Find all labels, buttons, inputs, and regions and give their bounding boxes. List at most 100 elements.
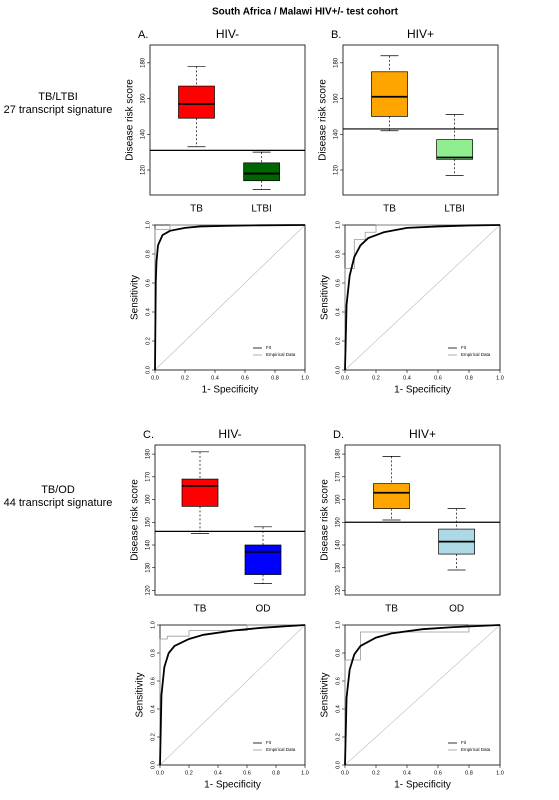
x-tick-label: 0.6 [243,770,251,776]
panel-title: HIV+ [409,427,436,441]
y-tick-label: 0.0 [145,366,151,374]
x-tick-label: 0.8 [465,375,473,381]
x-tick-label: TB [385,604,398,615]
y-axis-label: Sensitivity [135,672,146,717]
x-tick-label: 0.2 [181,375,189,381]
y-tick-label: 170 [146,471,152,482]
y-axis-label: Disease risk score [320,479,331,561]
roc-line [159,624,306,766]
legend-label: Fit [266,345,272,350]
y-tick-label: 0.0 [335,761,341,769]
y-tick-label: 180 [336,448,342,459]
x-tick-label: 0.2 [372,375,380,381]
y-tick-label: 0.2 [145,337,151,345]
y-tick-label: 150 [146,517,152,528]
y-axis-label: Disease risk score [318,79,329,161]
box [178,85,215,119]
y-tick-label: 0.6 [150,677,156,685]
y-tick-label: 0.6 [335,677,341,685]
y-tick-label: 1.0 [335,621,341,629]
box [244,544,282,575]
x-axis-label: 1- Specificity [394,780,451,791]
panel-label: A. [138,29,148,41]
x-tick-label: LTBI [444,204,464,215]
panel-title: HIV- [216,27,239,41]
x-tick-label: OD [256,604,271,615]
y-tick-label: 1.0 [145,221,151,229]
y-tick-label: 0.8 [335,250,341,258]
y-tick-label: 0.8 [150,649,156,657]
x-tick-label: TB [194,604,207,615]
panel-title: HIV+ [407,27,434,41]
y-tick-label: 140 [141,129,147,140]
x-tick-label: 0.0 [151,375,159,381]
box [436,139,473,160]
y-tick-label: 0.4 [335,705,341,713]
y-axis-label: Sensitivity [130,275,141,320]
x-tick-label: 0.4 [403,770,411,776]
y-tick-label: 160 [336,494,342,505]
y-tick-label: 130 [146,562,152,573]
y-tick-label: 0.0 [150,761,156,769]
box [181,478,219,507]
y-tick-label: 140 [336,539,342,550]
x-tick-label: 0.0 [156,770,164,776]
plot-frame [344,444,501,596]
x-tick-label: 1.0 [496,770,504,776]
panel-label: B. [331,29,341,41]
roc-line [159,624,305,765]
x-tick-label: 0.8 [465,770,473,776]
plot-frame [154,444,306,596]
y-tick-label: 1.0 [150,621,156,629]
x-tick-label: 0.8 [272,770,280,776]
x-axis-label: 1- Specificity [394,385,451,396]
x-tick-label: TB [190,204,203,215]
diagonal [344,624,501,766]
x-tick-label: OD [449,604,464,615]
x-tick-label: 0.4 [403,375,411,381]
x-tick-label: 0.6 [434,375,442,381]
y-tick-label: 140 [146,539,152,550]
y-tick-label: 170 [336,471,342,482]
plot-frame [342,44,499,196]
row-label: 44 transcript signature [4,497,113,509]
x-tick-label: 0.6 [241,375,249,381]
x-tick-label: 0.2 [372,770,380,776]
x-tick-label: 0.8 [271,375,279,381]
legend-label: Empirical Data [461,352,491,357]
legend-label: Empirical Data [266,352,296,357]
y-tick-label: 0.4 [145,308,151,316]
y-tick-label: 120 [336,585,342,596]
y-tick-label: 120 [146,585,152,596]
roc-line [344,224,500,370]
y-tick-label: 0.2 [150,733,156,741]
panel-label: C. [143,429,154,441]
figure-title: South Africa / Malawi HIV+/- test cohort [212,7,399,18]
diagonal [344,224,501,371]
y-tick-label: 160 [146,494,152,505]
y-tick-label: 1.0 [335,221,341,229]
panel-label: D. [333,429,344,441]
x-tick-label: 0.0 [341,770,349,776]
x-tick-label: 0.6 [434,770,442,776]
y-tick-label: 160 [141,93,147,104]
x-tick-label: 0.4 [214,770,222,776]
y-tick-label: 0.8 [335,649,341,657]
roc-line [154,224,306,371]
y-tick-label: 0.6 [145,279,151,287]
x-axis-label: 1- Specificity [204,780,261,791]
y-axis-label: Disease risk score [130,479,141,561]
roc-line [344,224,501,371]
x-tick-label: 0.2 [185,770,193,776]
y-tick-label: 120 [334,164,340,175]
y-tick-label: 180 [141,57,147,68]
legend-label: Fit [461,740,467,745]
y-tick-label: 130 [336,562,342,573]
y-tick-label: 0.8 [145,250,151,258]
x-tick-label: TB [383,204,396,215]
x-axis-label: 1- Specificity [202,385,259,396]
row-label: 27 transcript signature [4,104,113,116]
y-tick-label: 0.4 [150,705,156,713]
